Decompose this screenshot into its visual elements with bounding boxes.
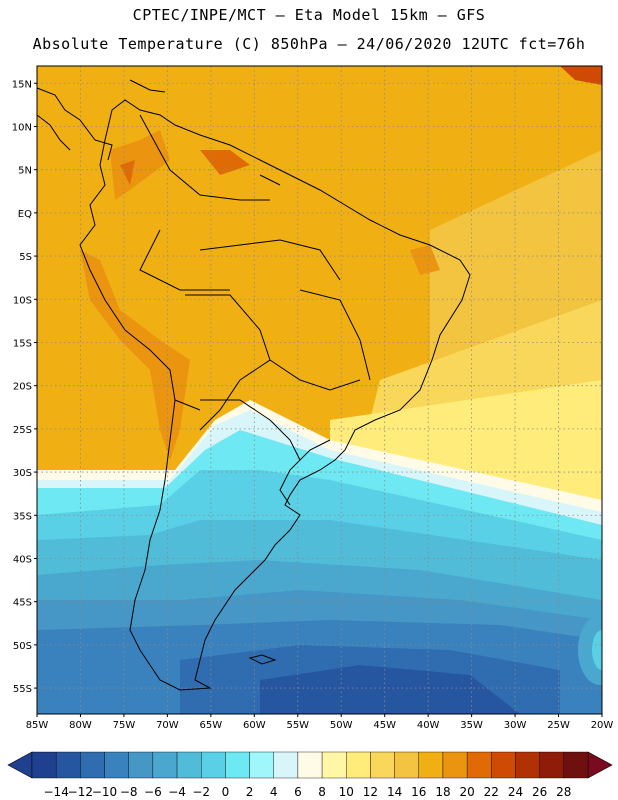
map-frame bbox=[36, 65, 603, 715]
lon-label: 20W bbox=[591, 720, 614, 731]
lat-label: 30S bbox=[13, 468, 32, 479]
lon-label: 45W bbox=[373, 720, 396, 731]
map-title-line-2: Absolute Temperature (C) 850hPa – 24/06/… bbox=[32, 35, 586, 53]
lon-label: 35W bbox=[460, 720, 483, 731]
lat-label: 15N bbox=[12, 79, 32, 90]
lat-label: 50S bbox=[13, 641, 32, 652]
lat-label: 35S bbox=[13, 511, 32, 522]
lat-label: EQ bbox=[18, 209, 32, 220]
lat-label: 5S bbox=[19, 252, 32, 263]
lat-label: 10N bbox=[12, 122, 32, 133]
longitude-labels: 85W 80W 75W 70W 65W 60W 55W 50W 45W 40W 35W 30W 25W 2… bbox=[26, 714, 614, 731]
lon-label: 50W bbox=[330, 720, 353, 731]
lon-label: 65W bbox=[200, 720, 223, 731]
lon-label: 80W bbox=[69, 720, 92, 731]
lon-label: 30W bbox=[504, 720, 527, 731]
map-title-line-1: CPTEC/INPE/MCT – Eta Model 15km – GFS bbox=[132, 6, 486, 24]
lat-label: 10S bbox=[13, 295, 32, 306]
lon-label: 25W bbox=[547, 720, 570, 731]
lon-label: 40W bbox=[417, 720, 440, 731]
lat-label: 25S bbox=[13, 425, 32, 436]
latitude-labels: 15N 10N 5N EQ 5S 10S 15S 20S 25S 30S 35S 40S 45S 50S 5… bbox=[12, 79, 37, 695]
lon-label: 55W bbox=[286, 720, 309, 731]
lat-label: 20S bbox=[13, 382, 32, 393]
lat-label: 55S bbox=[13, 684, 32, 695]
temperature-field bbox=[37, 66, 602, 714]
lat-label: 5N bbox=[18, 166, 32, 177]
lon-label: 70W bbox=[156, 720, 179, 731]
lat-label: 45S bbox=[13, 598, 32, 609]
coastlines bbox=[36, 79, 471, 691]
lon-label: 75W bbox=[113, 720, 136, 731]
lon-label: 85W bbox=[26, 720, 49, 731]
lat-label: 40S bbox=[13, 554, 32, 565]
lon-label: 60W bbox=[243, 720, 266, 731]
lat-label: 15S bbox=[13, 338, 32, 349]
